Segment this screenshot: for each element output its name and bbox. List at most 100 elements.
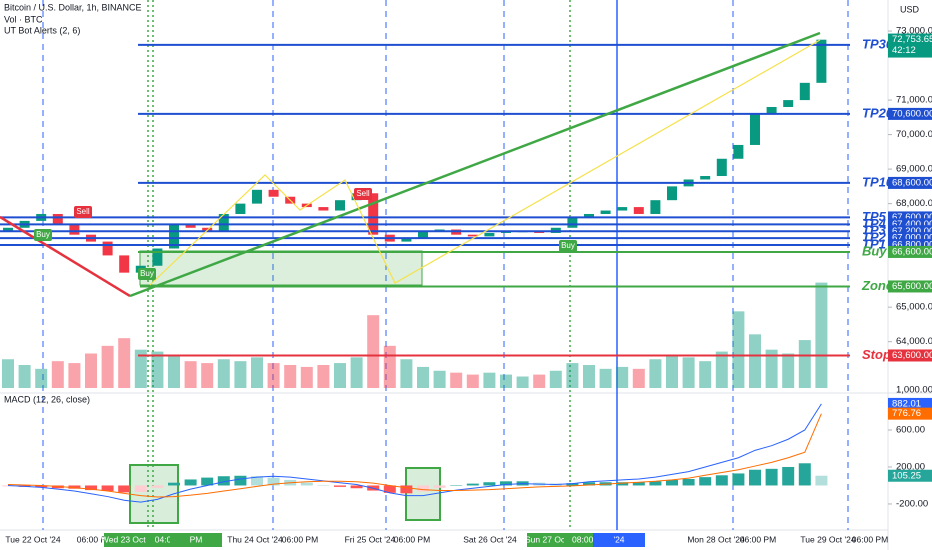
volume-bar <box>383 345 396 388</box>
histogram-bar <box>134 485 147 492</box>
volume-bar <box>417 366 429 388</box>
x-tick-label: Thu 24 Oct '24 <box>227 534 283 544</box>
volume-bar <box>666 355 678 388</box>
histogram-bar <box>184 479 197 486</box>
histogram-bar <box>765 468 778 486</box>
histogram-bar <box>566 483 579 486</box>
candle <box>617 207 628 211</box>
candle <box>667 186 677 201</box>
level-name: Buy <box>862 243 887 258</box>
indicator-label: Vol · BTC <box>4 14 43 24</box>
histogram-bar <box>383 485 396 493</box>
histogram-bar <box>400 485 413 494</box>
histogram-bar <box>699 477 712 486</box>
volume-bar <box>433 370 446 388</box>
level-tag-label: 67,000.00 <box>892 233 932 244</box>
x-tick-label: Fri 25 Oct '24 <box>345 534 396 544</box>
x-tick-label: Sat 26 Oct '24 <box>463 534 517 544</box>
trend-line <box>129 31 821 298</box>
macd-title: MACD (12, 26, close) <box>4 394 90 404</box>
candle <box>484 232 495 237</box>
value-tag <box>888 397 932 410</box>
y-tick-label: 71,000.00 <box>896 95 932 106</box>
level-name: TP3 <box>862 223 887 238</box>
level-name: Zone <box>861 278 893 293</box>
level-name: TP10 <box>862 174 894 189</box>
volume-bar <box>251 357 263 388</box>
histogram-bar <box>782 466 795 486</box>
volume-bar <box>649 359 662 388</box>
value-tag <box>888 469 932 482</box>
candle <box>600 210 611 214</box>
y-tick-label: 200.00 <box>896 461 925 472</box>
candle <box>799 82 810 101</box>
volume-bar <box>549 370 562 388</box>
candle <box>418 231 428 239</box>
level-tag-label: 70,600.00 <box>892 108 932 119</box>
histogram-bar <box>616 482 629 486</box>
x-tick-label: 06:00 PM <box>852 534 888 544</box>
histogram-bar <box>334 485 346 487</box>
level-tag-label: 67,600.00 <box>892 212 932 223</box>
x-label-highlight <box>170 533 222 547</box>
candle <box>185 224 196 228</box>
candle <box>401 238 412 242</box>
x-label-highlight <box>104 533 156 547</box>
x-tick-label: Tue 22 Oct '24 <box>5 534 60 544</box>
histogram-bar <box>151 485 164 488</box>
candle <box>633 207 644 214</box>
volume-bar <box>483 372 496 388</box>
histogram-bar <box>732 473 745 486</box>
candle <box>733 144 744 159</box>
level-tag <box>888 280 932 293</box>
histogram-bar <box>715 475 728 486</box>
value-tag-label: 882.01 <box>892 398 921 409</box>
volume-bar <box>134 349 147 388</box>
x-tick-label: PM <box>190 534 203 544</box>
volume-bar <box>533 374 546 388</box>
signal-label: Buy <box>140 269 154 278</box>
volume-bar <box>35 368 48 388</box>
candle <box>750 113 760 145</box>
x-tick-label: Wed 23 Oct '24 <box>101 534 159 544</box>
level-name: TP2 <box>862 230 887 245</box>
volume-bar <box>450 372 463 388</box>
level-tag-label: 66,800.00 <box>892 240 932 251</box>
histogram-bar <box>666 479 678 486</box>
histogram-bar <box>267 477 280 486</box>
histogram-bar <box>217 476 230 486</box>
volume-bar <box>18 365 31 388</box>
candle <box>152 248 163 266</box>
volume-bar <box>234 361 247 388</box>
volume-bar <box>51 361 64 388</box>
x-tick-label: 06:00 PM <box>282 534 318 544</box>
indicator-label: UT Bot Alerts (2, 6) <box>4 25 80 35</box>
candle <box>235 203 246 214</box>
level-name: TP20 <box>862 105 894 120</box>
candle <box>268 189 279 197</box>
histogram-bar <box>350 485 363 489</box>
histogram-bar <box>35 485 48 488</box>
countdown: 42:12 <box>892 45 916 56</box>
candle <box>467 234 478 237</box>
macd-highlight <box>129 464 179 524</box>
x-tick-label: 06:00 PM <box>740 534 776 544</box>
candle <box>650 200 661 214</box>
signal-badge <box>559 240 577 252</box>
histogram-bar <box>101 485 114 492</box>
candle <box>783 100 794 107</box>
signal-badge <box>138 268 156 280</box>
candle <box>218 213 229 232</box>
volume-bar <box>749 334 761 388</box>
y-tick-label: 70,000.00 <box>896 129 932 140</box>
x-label-highlight <box>593 533 645 547</box>
x-tick-label: 06:00 PM <box>77 534 113 544</box>
histogram-bar <box>466 483 479 486</box>
volume-bar <box>284 365 297 388</box>
histogram-bar <box>251 476 263 486</box>
candle <box>335 200 345 211</box>
histogram-bar <box>118 485 131 493</box>
candle <box>52 213 63 225</box>
volume-bar <box>732 311 745 388</box>
